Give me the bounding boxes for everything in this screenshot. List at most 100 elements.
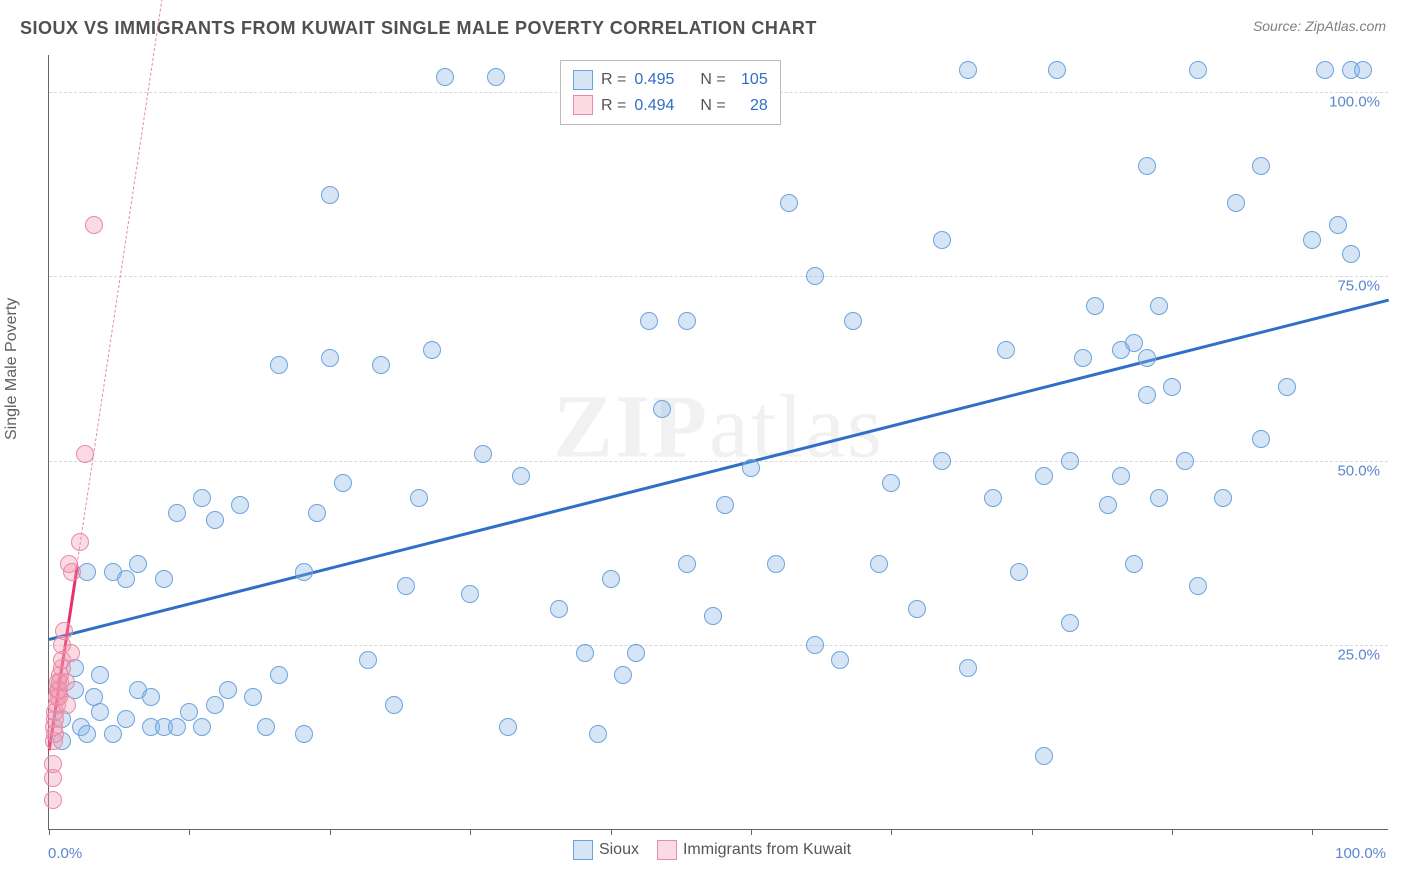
data-point bbox=[44, 791, 62, 809]
series-legend: Sioux Immigrants from Kuwait bbox=[0, 840, 1406, 860]
r-value: 0.494 bbox=[634, 93, 674, 119]
data-point bbox=[142, 688, 160, 706]
data-point bbox=[168, 718, 186, 736]
data-point bbox=[180, 703, 198, 721]
data-point bbox=[742, 459, 760, 477]
y-axis-label: Single Male Poverty bbox=[3, 298, 21, 440]
data-point bbox=[908, 600, 926, 618]
data-point bbox=[270, 356, 288, 374]
data-point bbox=[385, 696, 403, 714]
data-point bbox=[270, 666, 288, 684]
data-point bbox=[78, 563, 96, 581]
data-point bbox=[984, 489, 1002, 507]
data-point bbox=[1048, 61, 1066, 79]
data-point bbox=[129, 555, 147, 573]
data-point bbox=[831, 651, 849, 669]
data-point bbox=[397, 577, 415, 595]
data-point bbox=[308, 504, 326, 522]
legend-label: Immigrants from Kuwait bbox=[683, 841, 851, 858]
data-point bbox=[334, 474, 352, 492]
data-point bbox=[244, 688, 262, 706]
data-point bbox=[117, 710, 135, 728]
r-label: R = bbox=[601, 93, 626, 119]
data-point bbox=[1227, 194, 1245, 212]
data-point bbox=[117, 570, 135, 588]
n-label: N = bbox=[700, 67, 725, 93]
data-point bbox=[423, 341, 441, 359]
gridline bbox=[49, 645, 1388, 646]
legend-swatch bbox=[573, 840, 593, 860]
data-point bbox=[614, 666, 632, 684]
chart-container: SIOUX VS IMMIGRANTS FROM KUWAIT SINGLE M… bbox=[0, 0, 1406, 892]
data-point bbox=[806, 636, 824, 654]
n-value: 28 bbox=[734, 93, 768, 119]
data-point bbox=[1150, 489, 1168, 507]
data-point bbox=[1354, 61, 1372, 79]
trend-line bbox=[77, 0, 171, 565]
chart-title: SIOUX VS IMMIGRANTS FROM KUWAIT SINGLE M… bbox=[20, 18, 817, 39]
legend-swatch bbox=[573, 95, 593, 115]
x-tick bbox=[49, 829, 50, 835]
data-point bbox=[63, 563, 81, 581]
legend-row: R =0.495N =105 bbox=[573, 67, 768, 93]
data-point bbox=[1150, 297, 1168, 315]
data-point bbox=[1099, 496, 1117, 514]
data-point bbox=[767, 555, 785, 573]
data-point bbox=[321, 349, 339, 367]
data-point bbox=[85, 216, 103, 234]
data-point bbox=[219, 681, 237, 699]
data-point bbox=[1035, 747, 1053, 765]
y-tick-label: 25.0% bbox=[1337, 647, 1380, 664]
data-point bbox=[1035, 467, 1053, 485]
data-point bbox=[58, 696, 76, 714]
legend-row: R = 0.494 N = 28 bbox=[573, 93, 768, 119]
data-point bbox=[62, 644, 80, 662]
data-point bbox=[959, 61, 977, 79]
data-point bbox=[487, 68, 505, 86]
r-value: 0.495 bbox=[634, 67, 674, 93]
y-tick-label: 75.0% bbox=[1337, 278, 1380, 295]
data-point bbox=[474, 445, 492, 463]
data-point bbox=[1138, 386, 1156, 404]
y-tick-label: 100.0% bbox=[1329, 93, 1380, 110]
data-point bbox=[44, 755, 62, 773]
x-tick bbox=[751, 829, 752, 835]
data-point bbox=[1189, 577, 1207, 595]
data-point bbox=[716, 496, 734, 514]
data-point bbox=[436, 68, 454, 86]
data-point bbox=[359, 651, 377, 669]
legend-swatch bbox=[657, 840, 677, 860]
data-point bbox=[1176, 452, 1194, 470]
data-point bbox=[550, 600, 568, 618]
data-point bbox=[91, 703, 109, 721]
source-label: Source: ZipAtlas.com bbox=[1253, 18, 1386, 34]
data-point bbox=[91, 666, 109, 684]
data-point bbox=[295, 563, 313, 581]
data-point bbox=[1329, 216, 1347, 234]
data-point bbox=[155, 570, 173, 588]
data-point bbox=[780, 194, 798, 212]
data-point bbox=[410, 489, 428, 507]
data-point bbox=[1163, 378, 1181, 396]
x-tick bbox=[470, 829, 471, 835]
x-tick bbox=[330, 829, 331, 835]
data-point bbox=[870, 555, 888, 573]
data-point bbox=[295, 725, 313, 743]
data-point bbox=[806, 267, 824, 285]
data-point bbox=[1125, 555, 1143, 573]
data-point bbox=[1342, 245, 1360, 263]
data-point bbox=[933, 231, 951, 249]
data-point bbox=[1074, 349, 1092, 367]
stats-legend: R =0.495N =105R =0.494N =28 bbox=[560, 60, 781, 125]
data-point bbox=[231, 496, 249, 514]
legend-label: Sioux bbox=[599, 841, 639, 858]
data-point bbox=[882, 474, 900, 492]
data-point bbox=[1252, 157, 1270, 175]
data-point bbox=[1125, 334, 1143, 352]
x-tick bbox=[1172, 829, 1173, 835]
data-point bbox=[206, 511, 224, 529]
data-point bbox=[576, 644, 594, 662]
n-label: N = bbox=[700, 93, 725, 119]
legend-swatch bbox=[573, 70, 593, 90]
data-point bbox=[78, 725, 96, 743]
